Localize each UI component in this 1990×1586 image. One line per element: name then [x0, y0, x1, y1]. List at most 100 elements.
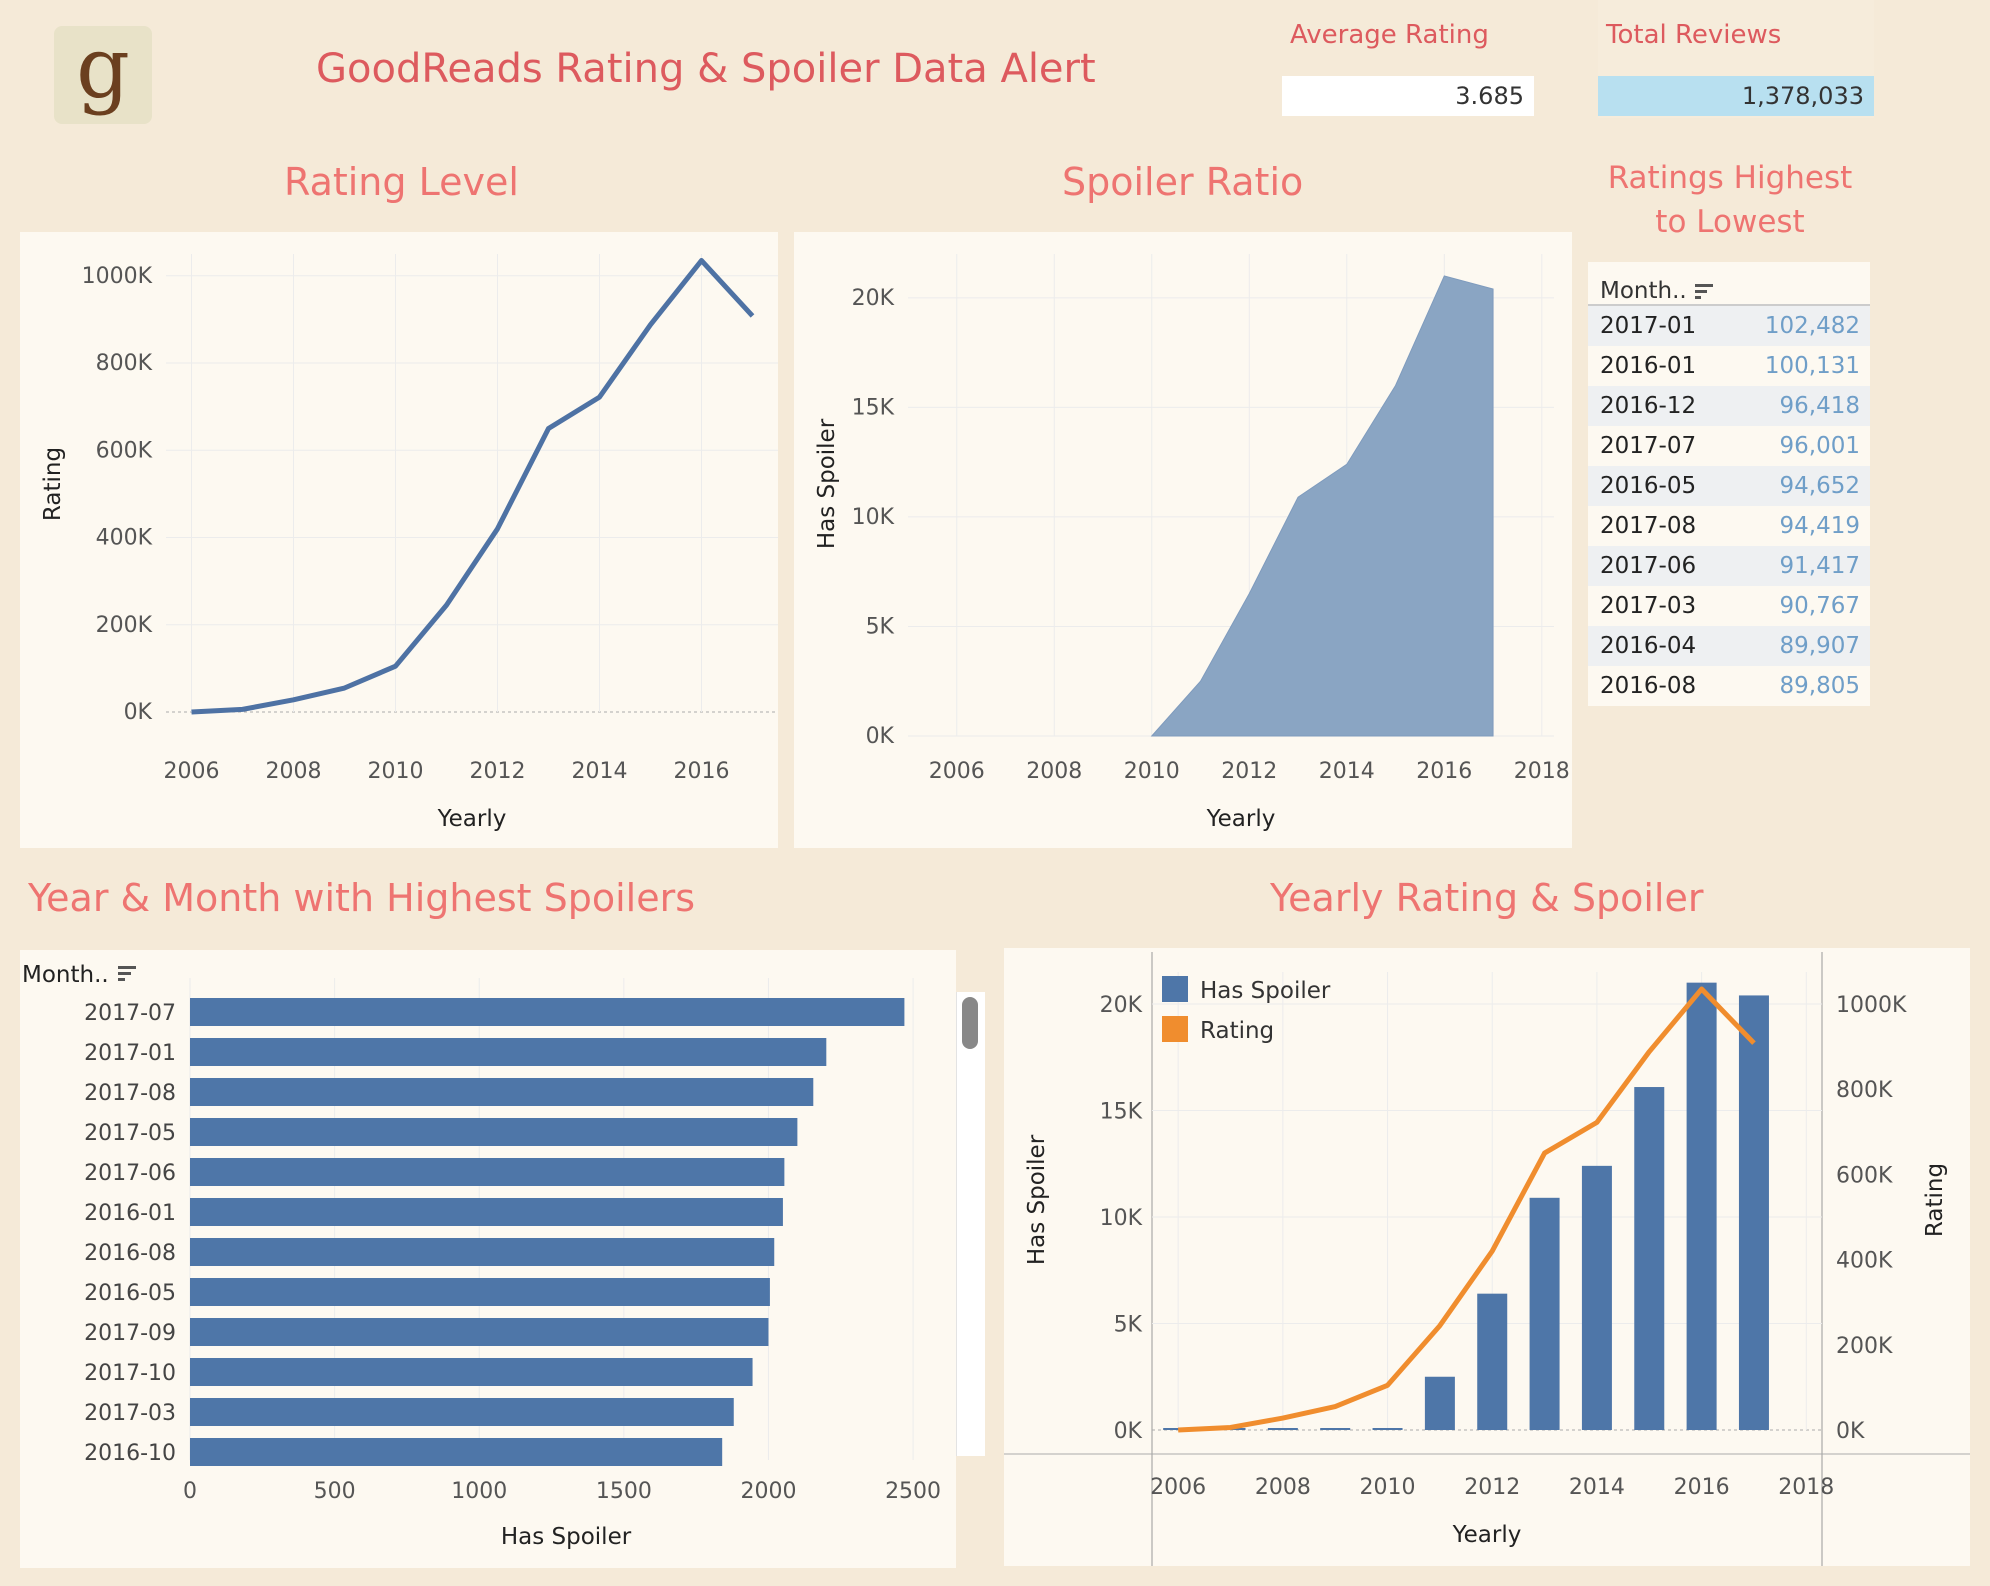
spoiler-bar: [1267, 1428, 1298, 1430]
panel-yearly-rating-spoiler: 0K 5K 10K 15K 20K 0K 200K 400K 600K 800K 1000K 2006…: [1004, 948, 1970, 1566]
x-tick-label: 2500: [885, 1479, 941, 1504]
panel-rating-level: 0K 200K 400K 600K 800K 1000K 2006 2008 2010 2012 2…: [20, 232, 778, 848]
x-tick-label: 2000: [740, 1479, 796, 1504]
x-tick-label: 2012: [1221, 759, 1277, 784]
bar-category-label: 2016-01: [84, 1201, 176, 1226]
y-tick-label: 800K: [96, 351, 153, 376]
highest-spoilers-scrollbar[interactable]: [956, 992, 985, 1456]
y-tick-label: 400K: [96, 526, 153, 551]
ratings-table-row[interactable]: 2016-12 96,418: [1588, 386, 1870, 426]
spoiler-bar: [190, 1118, 798, 1146]
x-tick-label: 1000: [451, 1479, 507, 1504]
scrollbar-thumb[interactable]: [962, 997, 978, 1049]
spoiler-bar: [1686, 982, 1717, 1430]
x-axis-label: Has Spoiler: [501, 1524, 632, 1550]
bar-category-label: 2017-08: [84, 1081, 176, 1106]
y-tick-label: 10K: [852, 505, 895, 530]
ratings-table: Month.. 2017-01 102,482 2016-01 100,131 2016…: [1588, 262, 1870, 706]
spoiler-bar: [190, 1358, 753, 1386]
bar-chart-header: Month..: [22, 962, 109, 988]
x-tick-label: 2008: [1026, 759, 1082, 784]
ratings-table-row[interactable]: 2016-04 89,907: [1588, 626, 1870, 666]
y-tick-label: 200K: [96, 613, 153, 638]
bar-category-label: 2017-09: [84, 1321, 176, 1346]
bar-category-label: 2017-07: [84, 1001, 176, 1026]
spoiler-bar: [1477, 1293, 1508, 1430]
bar-category-label: 2017-05: [84, 1121, 176, 1146]
y-right-tick-label: 200K: [1836, 1334, 1893, 1359]
y-tick-label: 0K: [866, 724, 895, 749]
row-rating-value: 91,417: [1779, 553, 1860, 579]
legend-label-rating: Rating: [1200, 1018, 1274, 1044]
y-right-tick-label: 0K: [1836, 1419, 1865, 1444]
spoiler-bar: [1738, 995, 1769, 1430]
kpi-value-total-reviews: 1,378,033: [1598, 76, 1874, 116]
spoiler-bar: [1529, 1197, 1560, 1430]
x-tick-label: 2014: [1319, 759, 1375, 784]
spoiler-bar: [190, 998, 905, 1026]
x-tick-label: 2010: [368, 759, 424, 784]
rating-level-chart: 0K 200K 400K 600K 800K 1000K 2006 2008 2010 2012 2…: [40, 254, 778, 832]
x-tick-label: 2014: [1569, 1475, 1625, 1500]
ratings-table-header[interactable]: Month..: [1588, 262, 1870, 306]
ratings-table-row[interactable]: 2016-01 100,131: [1588, 346, 1870, 386]
row-month: 2016-04: [1600, 633, 1697, 659]
spoiler-bar: [190, 1398, 734, 1426]
y-left-tick-label: 15K: [1100, 1099, 1143, 1124]
title-rating-level: Rating Level: [284, 160, 519, 204]
legend-swatch-has-spoiler: [1162, 976, 1188, 1002]
row-month: 2017-07: [1600, 433, 1697, 459]
y-right-tick-label: 400K: [1836, 1249, 1893, 1274]
bar-category-label: 2016-05: [84, 1281, 176, 1306]
title-highest-spoilers: Year & Month with Highest Spoilers: [28, 876, 696, 920]
spoiler-bar: [190, 1038, 827, 1066]
spoiler-bar: [190, 1278, 770, 1306]
sort-icon[interactable]: [1694, 284, 1713, 300]
spoiler-bar: [190, 1198, 783, 1226]
row-month: 2017-08: [1600, 513, 1697, 539]
kpi-label-total-reviews: Total Reviews: [1606, 20, 1782, 50]
bar-category-label: 2017-06: [84, 1161, 176, 1186]
legend-label-has-spoiler: Has Spoiler: [1200, 978, 1331, 1004]
row-rating-value: 100,131: [1764, 353, 1860, 379]
goodreads-logo: g: [54, 26, 152, 124]
bar-category-label: 2017-10: [84, 1361, 176, 1386]
y-left-tick-label: 20K: [1100, 993, 1143, 1018]
ratings-table-row[interactable]: 2017-07 96,001: [1588, 426, 1870, 466]
y-tick-label: 600K: [96, 438, 153, 463]
sort-icon-line: [118, 972, 131, 975]
sort-icon: [118, 966, 136, 981]
row-month: 2017-06: [1600, 553, 1697, 579]
x-tick-label: 2012: [470, 759, 526, 784]
row-rating-value: 89,805: [1779, 673, 1860, 699]
y-left-tick-label: 10K: [1100, 1206, 1143, 1231]
title-spoiler-ratio: Spoiler Ratio: [1062, 160, 1304, 204]
bar-category-label: 2017-01: [84, 1041, 176, 1066]
ratings-table-row[interactable]: 2016-08 89,805: [1588, 666, 1870, 706]
ratings-table-row[interactable]: 2017-08 94,419: [1588, 506, 1870, 546]
ratings-table-row[interactable]: 2017-03 90,767: [1588, 586, 1870, 626]
ratings-table-header-label: Month..: [1600, 278, 1687, 304]
ratings-table-row[interactable]: 2016-05 94,652: [1588, 466, 1870, 506]
x-tick-label: 2012: [1464, 1475, 1520, 1500]
spoiler-bar: [1320, 1428, 1351, 1430]
dashboard-title: GoodReads Rating & Spoiler Data Alert: [316, 46, 1096, 92]
x-tick-label: 2018: [1514, 759, 1570, 784]
x-tick-label: 1500: [596, 1479, 652, 1504]
x-tick-label: 2010: [1360, 1475, 1416, 1500]
y-tick-label: 15K: [852, 395, 895, 420]
row-month: 2016-12: [1600, 393, 1697, 419]
rating-line: [191, 258, 755, 715]
sort-icon-line: [118, 966, 136, 969]
x-tick-label: 2016: [674, 759, 730, 784]
ratings-table-row[interactable]: 2017-01 102,482: [1588, 306, 1870, 346]
x-tick-label: 2006: [929, 759, 985, 784]
y-axis-label: Has Spoiler: [814, 418, 840, 549]
row-rating-value: 94,652: [1779, 473, 1860, 499]
kpi-label-average-rating: Average Rating: [1290, 20, 1489, 50]
y-tick-label: 0K: [124, 700, 153, 725]
ratings-table-row[interactable]: 2017-06 91,417: [1588, 546, 1870, 586]
spoiler-bar: [1372, 1428, 1403, 1430]
y-tick-label: 5K: [866, 614, 895, 639]
bar-category-label: 2016-08: [84, 1241, 176, 1266]
